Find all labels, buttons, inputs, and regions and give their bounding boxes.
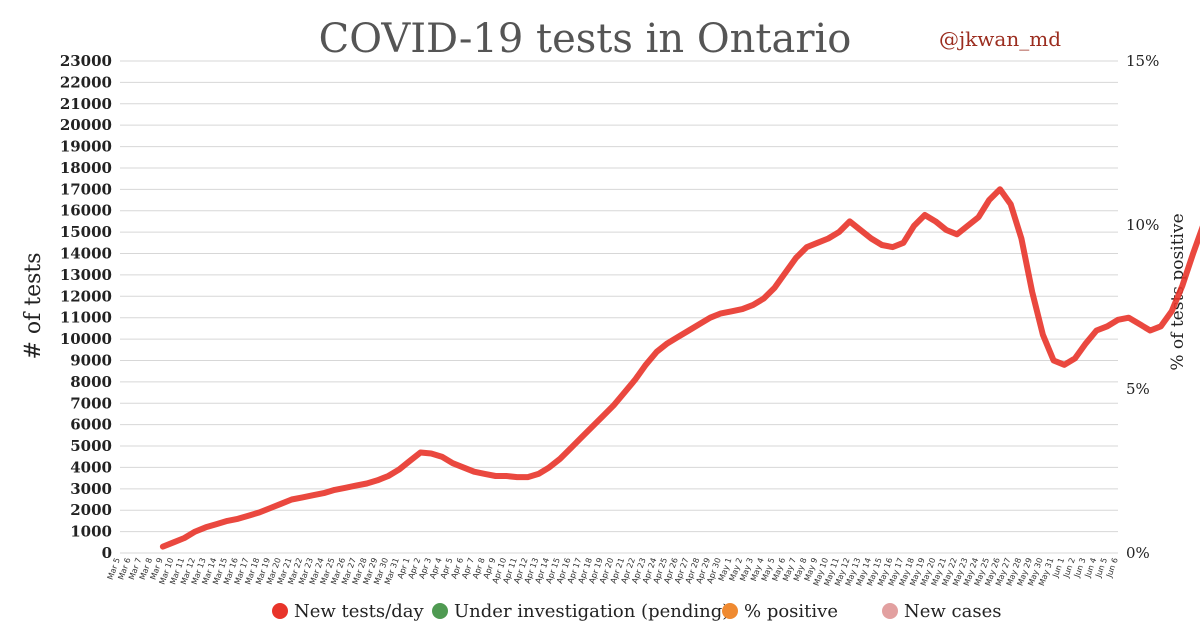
y-tick-label: 9000	[70, 351, 112, 369]
y-tick-label: 8000	[70, 373, 112, 391]
y-axis-label: # of tests	[21, 252, 46, 359]
y-tick-label: 1000	[70, 523, 112, 541]
positive-legend-marker	[722, 603, 738, 619]
chart-credit: @jkwan_md	[939, 27, 1061, 51]
y-tick-label: 10000	[60, 330, 112, 348]
y-tick-label: 12000	[60, 287, 112, 305]
y-tick-label: 21000	[60, 95, 112, 113]
y-tick-label: 20000	[60, 116, 112, 134]
y-tick-label: 6000	[70, 416, 112, 434]
y-tick-label: 11000	[60, 309, 112, 327]
y-tick-label: 22000	[60, 73, 112, 91]
new-tests-day-legend-marker	[272, 603, 288, 619]
positive-legend-label: % positive	[744, 601, 838, 622]
y-tick-label: 0	[102, 544, 112, 562]
y-tick-label: 14000	[60, 245, 112, 263]
y-tick-label: 7000	[70, 394, 112, 412]
new-tests-day-legend-label: New tests/day	[294, 601, 424, 622]
y-tick-label: 19000	[60, 138, 112, 156]
y-tick-label: 5000	[70, 437, 112, 455]
y2-axis: 0% 5% 10% 15%	[1126, 52, 1159, 562]
y2-tick-label: 5%	[1126, 380, 1150, 398]
y-tick-label: 13000	[60, 266, 112, 284]
under-investigation-pending-legend-marker	[432, 603, 448, 619]
y-tick-label: 15000	[60, 223, 112, 241]
y-tick-label: 23000	[60, 52, 112, 70]
y2-tick-label: 10%	[1126, 216, 1159, 234]
under-investigation-pending-legend-label: Under investigation (pending)	[454, 601, 729, 622]
y-tick-label: 16000	[60, 202, 112, 220]
y2-tick-label: 0%	[1126, 544, 1150, 562]
new-cases-legend-label: New cases	[904, 601, 1001, 622]
y2-tick-label: 15%	[1126, 52, 1159, 70]
y-tick-label: 18000	[60, 159, 112, 177]
y-tick-label: 2000	[70, 501, 112, 519]
new-cases-legend-marker	[882, 603, 898, 619]
legend: New tests/day Under investigation (pendin…	[272, 601, 1001, 622]
y-tick-label: 17000	[60, 180, 112, 198]
y-tick-label: 3000	[70, 480, 112, 498]
y-tick-label: 4000	[70, 458, 112, 476]
series-layer	[159, 186, 1200, 550]
new-tests-day-line	[159, 186, 1200, 550]
chart-title: COVID-19 tests in Ontario	[319, 16, 852, 62]
gridlines	[120, 60, 1118, 554]
y-axis: 0 1000 2000 3000 4000 5000 6000 7000 8000 9000 100…	[60, 52, 112, 562]
